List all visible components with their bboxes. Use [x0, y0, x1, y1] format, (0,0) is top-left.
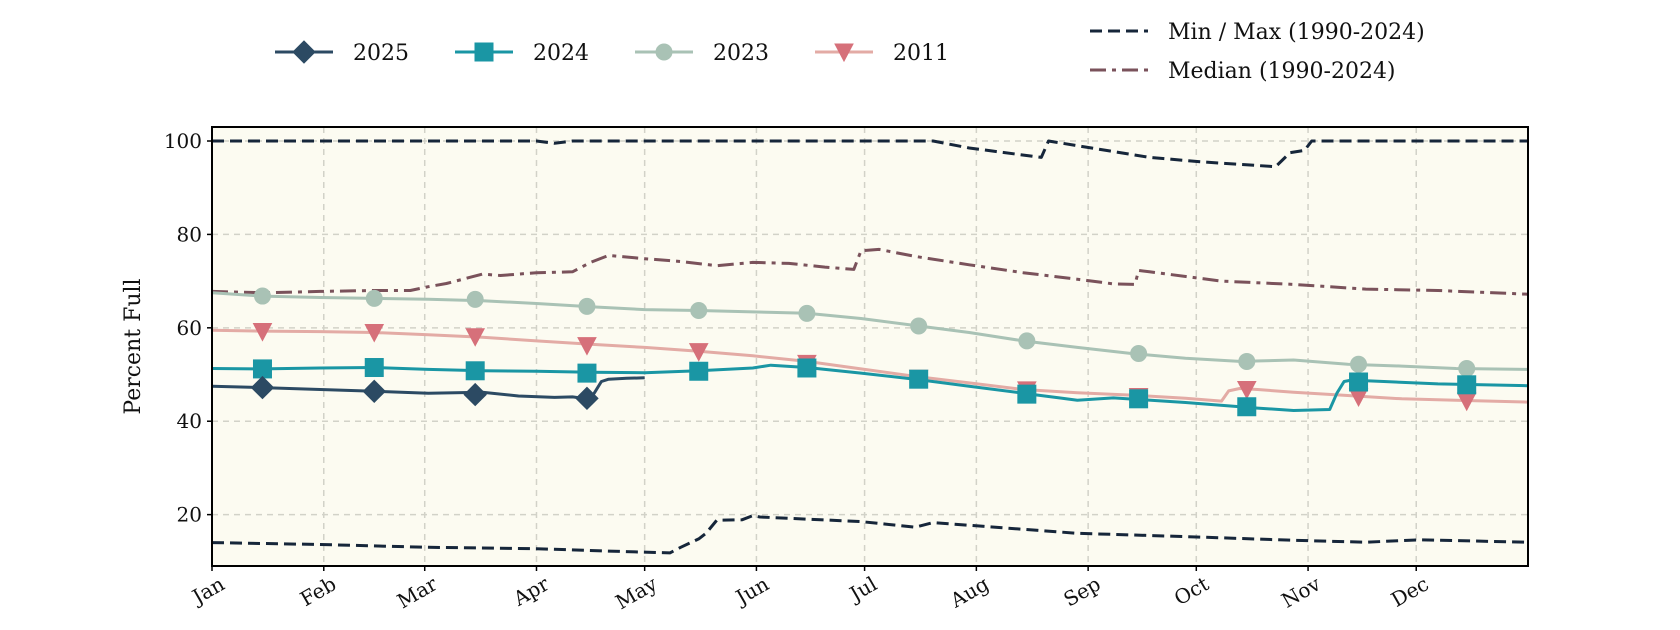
data-point	[1457, 375, 1477, 395]
data-point	[1458, 359, 1476, 377]
data-point	[797, 358, 817, 378]
data-point	[1130, 345, 1148, 363]
legend-marker	[834, 43, 854, 63]
legend-label: 2011	[893, 41, 949, 66]
data-point	[1237, 397, 1257, 417]
data-point	[689, 361, 709, 381]
data-point	[465, 361, 485, 381]
data-point	[798, 304, 816, 322]
data-point	[463, 382, 487, 407]
legend-entry[interactable]: 2023	[635, 41, 769, 66]
data-point	[1017, 384, 1037, 404]
series-layer	[211, 139, 1529, 555]
data-point	[578, 297, 596, 315]
x-tick-label: Dec	[1387, 572, 1433, 612]
series-line	[211, 247, 1529, 296]
x-tick-label: Sep	[1059, 572, 1104, 612]
series-line	[211, 514, 1529, 555]
x-axis: Jan Feb Mar Apr May Jun Jul Aug Sep Oct Nov Dec	[186, 566, 1433, 614]
plot-background	[212, 127, 1528, 566]
x-tick-label: Oct	[1170, 572, 1213, 611]
legend-entry[interactable]: Median (1990-2024)	[1090, 59, 1396, 84]
x-tick-label: Mar	[393, 571, 442, 613]
series-median-1990-2024-	[211, 247, 1529, 296]
series-min-1990-2024-	[211, 514, 1529, 555]
x-tick-label: Jan	[186, 571, 228, 609]
data-point	[362, 379, 386, 404]
y-tick-label: 20	[177, 503, 202, 527]
data-point	[577, 363, 597, 383]
legend-entry[interactable]: Min / Max (1990-2024)	[1090, 20, 1425, 45]
y-axis-label: Percent Full	[121, 278, 146, 414]
data-point	[466, 290, 484, 308]
data-point	[688, 343, 709, 362]
series-2024	[211, 358, 1529, 417]
data-point	[575, 386, 599, 411]
x-tick-label: Nov	[1277, 571, 1325, 613]
data-point	[690, 302, 708, 320]
series-max-1990-2024-	[212, 139, 1528, 169]
legend-label: 2025	[353, 41, 409, 66]
data-point	[1238, 352, 1256, 370]
x-tick-label: Jun	[730, 571, 773, 610]
y-tick-label: 100	[164, 129, 202, 153]
legend-marker	[655, 43, 673, 61]
legend-label: 2024	[533, 41, 589, 66]
legend-entry[interactable]: 2025	[275, 40, 409, 66]
legend-label: Min / Max (1990-2024)	[1168, 20, 1425, 45]
data-point	[1349, 372, 1369, 392]
data-point	[465, 328, 486, 347]
series-2023	[211, 287, 1529, 377]
legend-entry[interactable]: 2024	[455, 41, 589, 66]
data-point	[909, 369, 929, 389]
data-point	[910, 317, 928, 335]
data-point	[364, 358, 384, 378]
legend-label: Median (1990-2024)	[1168, 59, 1396, 84]
data-point	[253, 287, 271, 305]
legend[interactable]: 2025 2024 2023 2011 Min / Max (1990-2024) Med…	[275, 20, 1425, 84]
legend-entry[interactable]: 2011	[815, 41, 949, 66]
data-point	[1236, 380, 1257, 400]
plot-frame	[211, 126, 1529, 567]
y-tick-label: 80	[177, 222, 202, 246]
data-point	[577, 337, 597, 356]
series-line	[211, 328, 1529, 404]
x-tick-label: May	[611, 571, 661, 614]
series-line	[212, 139, 1528, 169]
legend-marker	[292, 40, 316, 64]
series-line	[211, 376, 645, 401]
data-point	[1350, 355, 1368, 373]
x-tick-label: Apr	[508, 571, 553, 611]
data-point	[364, 323, 385, 343]
data-point	[252, 323, 273, 342]
x-tick-label: Feb	[296, 572, 340, 611]
data-point	[365, 289, 383, 307]
legend-marker	[474, 42, 494, 62]
data-point	[252, 359, 272, 379]
x-tick-label: Aug	[945, 571, 993, 612]
y-tick-label: 40	[177, 409, 202, 433]
x-tick-label: Jul	[844, 572, 881, 607]
grid-lines	[211, 127, 1528, 566]
data-point	[1018, 332, 1036, 350]
y-axis: 20 40 60 80 100	[164, 129, 212, 527]
data-point	[1129, 389, 1149, 409]
series-2025	[211, 375, 645, 411]
data-point	[250, 375, 275, 400]
y-tick-label: 60	[177, 316, 202, 340]
series-line	[211, 291, 1529, 371]
legend-label: 2023	[713, 41, 769, 66]
